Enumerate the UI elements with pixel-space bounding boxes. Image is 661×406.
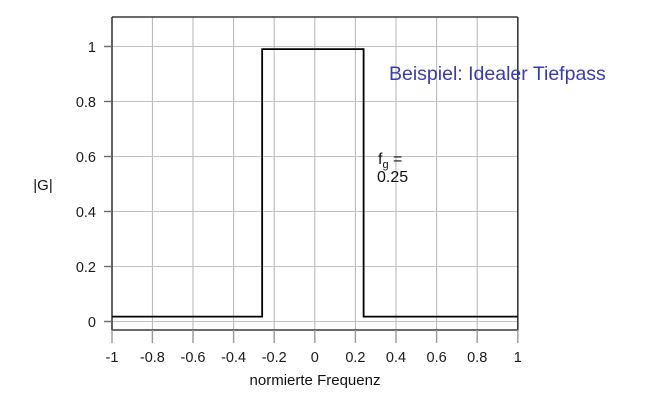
cutoff-symbol-f: f	[378, 151, 383, 168]
cutoff-value: 0.25	[377, 169, 408, 186]
xtick-label--0.6: -0.6	[181, 350, 206, 366]
xtick-marks	[111, 330, 519, 343]
cutoff-symbol-equals: =	[389, 151, 403, 168]
ytick-label-1: 1	[88, 40, 96, 56]
ytick-labels: 1 0.8 0.6 0.4 0.2 0	[76, 40, 96, 331]
xtick-label-1: 1	[514, 350, 522, 366]
series-line-lowpass	[112, 48, 518, 318]
x-axis-title: normierte Frequenz	[250, 372, 381, 389]
xtick-label--0.8: -0.8	[140, 350, 165, 366]
ytick-label-0.2: 0.2	[76, 260, 96, 276]
y-axis-title: |G|	[33, 177, 52, 194]
xtick-label-0: 0	[311, 350, 319, 366]
xtick-label--1: -1	[106, 350, 119, 366]
xtick-label-0.2: 0.2	[345, 350, 365, 366]
cutoff-symbol-subscript: g	[382, 159, 388, 171]
ytick-label-0.8: 0.8	[76, 95, 96, 111]
chart-title: Beispiel: Idealer Tiefpass	[389, 63, 606, 85]
ytick-marks	[104, 45, 112, 323]
xtick-label-0.4: 0.4	[386, 350, 406, 366]
ytick-label-0.4: 0.4	[76, 205, 96, 221]
xtick-label-0.6: 0.6	[427, 350, 447, 366]
ytick-label-0: 0	[88, 315, 96, 331]
ytick-label-0.6: 0.6	[76, 150, 96, 166]
grid-vertical	[151, 17, 478, 330]
xtick-label-0.8: 0.8	[467, 350, 487, 366]
grid-horizontal	[112, 46, 518, 322]
xtick-label--0.2: -0.2	[262, 350, 287, 366]
xtick-labels: -1 -0.8 -0.6 -0.4 -0.2 0 0.2 0.4 0.6 0.8…	[106, 350, 522, 366]
cutoff-annotation: fg = 0.25	[377, 151, 408, 186]
cutoff-symbol: fg =	[378, 151, 402, 171]
xtick-label--0.4: -0.4	[221, 350, 246, 366]
